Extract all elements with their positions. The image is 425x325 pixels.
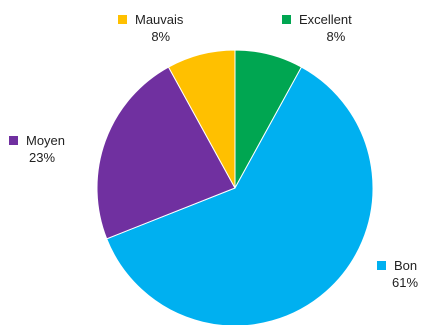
slice-name-mauvais: Mauvais xyxy=(135,12,184,27)
slice-label-mauvais: Mauvais 8% xyxy=(118,11,183,45)
slice-percent-bon: 61% xyxy=(392,275,419,290)
slice-name-bon: Bon xyxy=(393,258,418,273)
pie-slice-moyen xyxy=(96,66,236,240)
legend-swatch-bon xyxy=(376,261,386,270)
slice-percent-moyen: 23% xyxy=(29,150,56,165)
slice-percent-mauvais: 8% xyxy=(151,29,171,44)
legend-swatch-mauvais xyxy=(118,15,127,24)
slice-name-moyen: Moyen xyxy=(26,133,66,148)
legend-swatch-moyen xyxy=(9,136,18,145)
pie-slice-bon xyxy=(106,66,374,325)
slice-label-bon: Bon 61% xyxy=(376,257,418,291)
pie-slice-mauvais xyxy=(167,49,236,189)
legend-swatch-excellent xyxy=(282,15,291,24)
slice-percent-excellent: 8% xyxy=(326,29,346,44)
slice-label-excellent: Excellent 8% xyxy=(282,11,352,45)
slice-label-moyen: Moyen 23% xyxy=(9,132,65,166)
slice-name-excellent: Excellent xyxy=(299,12,352,27)
